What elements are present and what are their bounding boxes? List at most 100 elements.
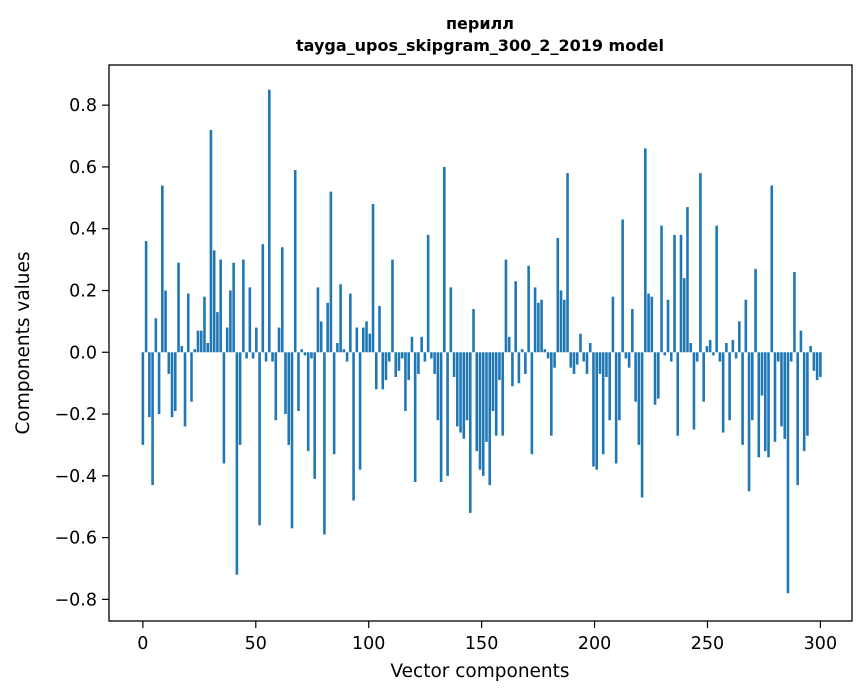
- bar: [475, 352, 479, 452]
- bar: [394, 352, 398, 377]
- bar: [426, 234, 430, 353]
- y-tick-label: 0.0: [69, 343, 97, 363]
- bar: [631, 309, 634, 353]
- y-tick-label: −0.4: [55, 467, 98, 487]
- bar: [627, 352, 631, 368]
- bar: [423, 352, 427, 362]
- bar: [705, 346, 709, 353]
- bar: [170, 352, 174, 418]
- bar: [271, 352, 274, 362]
- bar: [669, 352, 673, 362]
- bar: [741, 352, 744, 445]
- bar: [611, 296, 615, 353]
- y-tick-label: 0.2: [69, 281, 97, 301]
- bar: [274, 352, 278, 421]
- bar: [618, 352, 621, 421]
- bar: [650, 296, 654, 353]
- bar: [268, 89, 271, 353]
- bar: [209, 129, 213, 353]
- bar: [225, 327, 229, 353]
- bar: [738, 321, 741, 353]
- bar: [598, 352, 602, 374]
- bar: [154, 318, 158, 353]
- bar: [371, 204, 375, 353]
- bar: [562, 299, 566, 353]
- bar: [491, 352, 495, 411]
- bar: [235, 352, 239, 575]
- bar: [407, 352, 410, 381]
- bar: [365, 321, 368, 353]
- bar: [760, 352, 764, 396]
- bar: [417, 352, 420, 374]
- bar: [663, 352, 667, 356]
- bar: [329, 191, 333, 353]
- bar: [695, 352, 699, 362]
- bar: [462, 352, 466, 439]
- bar: [219, 259, 222, 353]
- bar: [439, 352, 443, 482]
- bar: [141, 352, 145, 445]
- bar: [514, 281, 517, 353]
- bar: [517, 352, 521, 384]
- bar: [550, 352, 553, 436]
- bar: [540, 299, 543, 353]
- bar: [789, 352, 793, 362]
- bar: [524, 352, 527, 374]
- bar: [481, 352, 485, 476]
- bar: [151, 352, 154, 486]
- bar: [712, 352, 715, 356]
- bar: [345, 352, 349, 362]
- bar: [397, 352, 401, 371]
- bar: [352, 352, 355, 501]
- bar: [251, 352, 255, 359]
- bar: [190, 352, 193, 402]
- bar: [196, 330, 200, 353]
- bar: [212, 250, 216, 353]
- bar: [384, 352, 388, 381]
- bar: [718, 352, 722, 362]
- bar: [381, 352, 385, 390]
- bar: [430, 352, 433, 359]
- x-tick-label: 250: [691, 634, 724, 654]
- bar: [504, 259, 508, 353]
- bar: [332, 352, 336, 455]
- bar: [621, 219, 624, 353]
- bar: [527, 265, 530, 353]
- bar: [614, 352, 618, 464]
- bar: [443, 166, 446, 353]
- bar: [255, 327, 258, 353]
- bar: [222, 352, 226, 464]
- bar: [624, 352, 628, 359]
- bar: [793, 271, 796, 353]
- bar: [686, 207, 689, 353]
- bar: [494, 352, 498, 436]
- bar: [488, 352, 492, 486]
- bar: [754, 268, 757, 353]
- bar: [300, 349, 304, 353]
- bar: [520, 349, 524, 353]
- bar: [319, 321, 323, 353]
- bar: [374, 352, 378, 390]
- bar: [546, 352, 550, 359]
- bar: [248, 287, 252, 353]
- bar: [229, 290, 232, 353]
- bar: [501, 352, 504, 436]
- bar: [673, 234, 676, 353]
- bar: [802, 352, 806, 452]
- bar: [767, 352, 770, 458]
- bar: [245, 352, 248, 359]
- bar: [559, 290, 563, 353]
- bar: [582, 352, 586, 362]
- x-tick-label: 150: [465, 634, 498, 654]
- bar: [339, 284, 342, 353]
- bar: [342, 349, 346, 353]
- bar: [757, 352, 761, 458]
- y-tick-label: −0.6: [55, 529, 98, 549]
- x-tick-label: 0: [137, 634, 148, 654]
- bar: [313, 352, 316, 479]
- bar: [605, 352, 608, 377]
- bar: [183, 352, 187, 427]
- bar: [809, 346, 812, 353]
- bar: [336, 343, 339, 353]
- bar: [676, 352, 680, 436]
